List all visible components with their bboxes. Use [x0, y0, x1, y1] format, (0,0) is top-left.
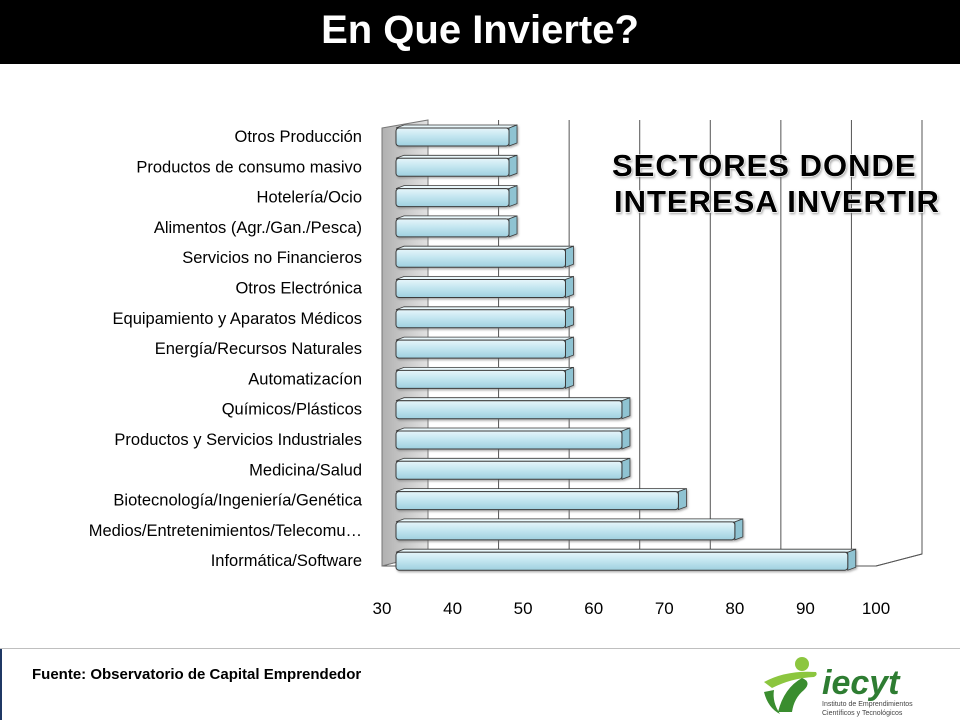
category-label: Medicina/Salud	[249, 461, 362, 479]
footer-accent	[0, 649, 2, 720]
x-tick-label: 60	[584, 599, 603, 618]
bar	[395, 245, 574, 268]
category-label: Informática/Software	[211, 552, 362, 570]
bar	[395, 185, 518, 208]
iecyt-logo: iecyt Instituto de Emprendimientos Cient…	[764, 657, 913, 717]
bar	[395, 154, 518, 177]
bar	[395, 124, 518, 147]
bar	[395, 306, 574, 329]
footer-divider	[0, 648, 960, 649]
category-label: Biotecnología/Ingeniería/Genética	[113, 492, 362, 510]
category-label: Otros Producción	[235, 128, 362, 146]
x-tick-label: 40	[443, 599, 462, 618]
bar	[395, 518, 744, 541]
bar	[395, 457, 631, 480]
category-label: Equipamiento y Aparatos Médicos	[113, 310, 362, 328]
bar	[395, 427, 631, 450]
bar-chart: Otros Producción Productos de consumo mas…	[89, 119, 940, 618]
title-bar	[0, 0, 960, 64]
source-note: Fuente: Observatorio de Capital Emprende…	[32, 666, 362, 683]
x-tick-label: 50	[514, 599, 533, 618]
category-label: Hotelería/Ocio	[257, 189, 362, 207]
logo-figure-icon	[764, 657, 817, 714]
x-tick-label: 90	[796, 599, 815, 618]
category-label: Servicios no Financieros	[182, 249, 362, 267]
page-title: En Que Invierte?	[321, 8, 639, 52]
category-label: Químicos/Plásticos	[222, 401, 362, 419]
category-label: Productos de consumo masivo	[136, 158, 362, 176]
bar	[395, 397, 631, 420]
category-label: Automatizacíon	[248, 370, 362, 388]
category-label: Alimentos (Agr./Gan./Pesca)	[154, 219, 362, 237]
bar	[395, 548, 857, 571]
bar	[395, 215, 518, 238]
logo-wordmark: iecyt	[822, 664, 901, 702]
bar	[395, 275, 574, 299]
x-tick-label: 30	[373, 599, 392, 618]
x-tick-label: 80	[725, 599, 744, 618]
bar	[395, 336, 574, 359]
bar	[395, 488, 687, 511]
logo-subtext-2: Científicos y Tecnológicos	[822, 710, 903, 717]
category-label: Productos y Servicios Industriales	[114, 431, 362, 449]
x-tick-label: 70	[655, 599, 674, 618]
logo-subtext-1: Instituto de Emprendimientos	[822, 701, 913, 708]
category-label: Otros Electrónica	[235, 280, 362, 298]
category-label: Medios/Entretenimientos/Telecomu…	[89, 522, 362, 540]
x-tick-label: 100	[862, 599, 890, 618]
chart-annotation: SECTORES DONDE	[612, 148, 917, 183]
bar	[395, 366, 574, 389]
category-label: Energía/Recursos Naturales	[155, 340, 362, 358]
chart-annotation: INTERESA INVERTIR	[614, 184, 940, 219]
